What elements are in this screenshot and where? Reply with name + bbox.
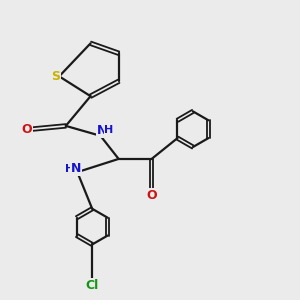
Text: O: O [146,188,157,202]
Text: Cl: Cl [85,279,99,292]
Text: H: H [104,125,113,135]
Text: O: O [22,123,32,136]
Text: N: N [71,162,81,175]
Text: N: N [97,124,107,137]
Text: H: H [65,164,74,174]
Text: S: S [51,70,60,83]
